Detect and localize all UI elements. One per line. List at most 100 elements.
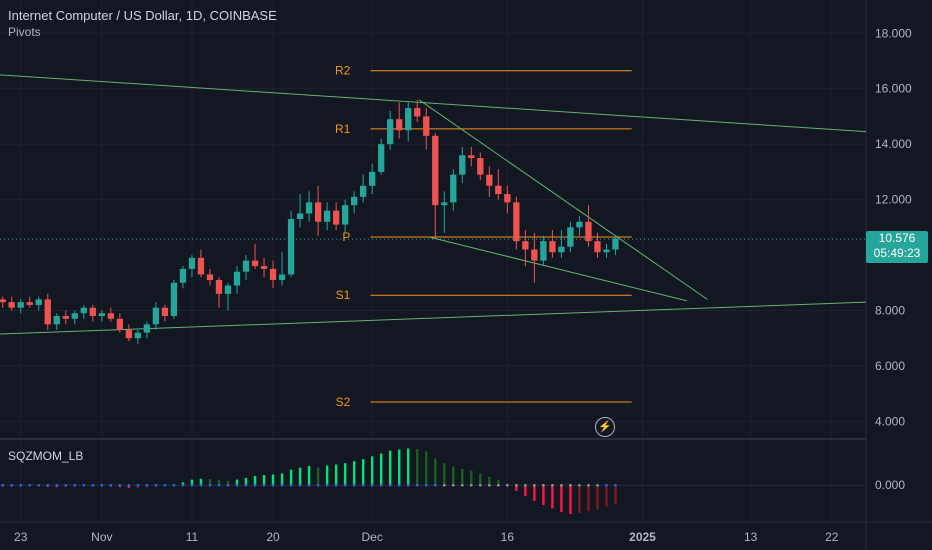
squeeze-dot (262, 483, 266, 487)
candle-body (603, 249, 610, 253)
squeeze-dot (506, 483, 509, 487)
candle-body (188, 257, 196, 269)
squeeze-dot (91, 483, 95, 487)
candle-body (323, 210, 331, 222)
candle-body (432, 135, 439, 206)
squeeze-dot (127, 483, 131, 487)
momentum-bar (253, 475, 257, 486)
squeeze-dot (244, 483, 248, 487)
squeeze-dot (469, 483, 473, 487)
candle-body (278, 274, 286, 280)
y-tick-label: 18.000 (875, 26, 912, 40)
squeeze-dot (605, 483, 608, 487)
squeeze-dot (316, 483, 320, 487)
squeeze-dot (28, 483, 32, 487)
candle-body (405, 108, 412, 131)
momentum-bar (425, 451, 428, 486)
squeeze-dot (109, 483, 113, 487)
squeeze-dot (479, 483, 482, 487)
squeeze-dot (82, 483, 86, 487)
pivot-label-r1: R1 (335, 122, 351, 136)
candle-body (477, 158, 484, 175)
squeeze-dot (46, 483, 50, 487)
candle-body (612, 238, 619, 250)
candle-body (369, 171, 376, 186)
candle-body (332, 210, 340, 225)
momentum-bar (280, 473, 284, 486)
candle-body (125, 329, 133, 339)
squeeze-dot (415, 483, 419, 487)
momentum-bar (434, 458, 437, 486)
momentum-bar (208, 479, 212, 486)
pivot-levels: R2 R1 P S1 S2 (335, 64, 632, 409)
candle-body (360, 185, 367, 197)
trendline (0, 301, 867, 335)
squeeze-dot (64, 483, 68, 487)
momentum-bar (461, 468, 464, 486)
candle-body (26, 302, 33, 305)
candle-body (387, 119, 394, 145)
candle-body (531, 249, 538, 261)
squeeze-dot (397, 483, 401, 487)
momentum-bar (307, 466, 311, 486)
squeeze-dot (424, 483, 428, 487)
pivot-label-r2: R2 (335, 64, 351, 78)
squeeze-dot (154, 483, 158, 487)
candle-body (549, 241, 556, 253)
squeeze-dot (208, 483, 212, 487)
y-tick-label: 12.000 (875, 193, 912, 207)
pivot-label-s2: S2 (336, 395, 351, 409)
candle-body (522, 241, 529, 250)
chart-title: Internet Computer / US Dollar, 1D, COINB… (8, 8, 277, 23)
squeeze-dot (118, 483, 122, 487)
candle-body (89, 307, 96, 317)
candle-body (414, 108, 421, 117)
squeeze-dot (181, 483, 185, 487)
squeeze-dot (560, 483, 563, 487)
momentum-bar (352, 461, 356, 486)
candle-body (468, 155, 475, 159)
momentum-bar (614, 485, 617, 504)
squeeze-dot (388, 483, 392, 487)
candle-body (441, 202, 448, 206)
momentum-bar (190, 479, 194, 486)
squeeze-dot (406, 483, 410, 487)
squeeze-dot (73, 483, 77, 487)
candle-body (215, 279, 223, 294)
candle-body (8, 302, 15, 308)
candle-body (594, 241, 601, 253)
squeeze-dot (298, 483, 302, 487)
candle-body (53, 316, 60, 325)
y-tick-label: 4.000 (875, 414, 905, 428)
indicator-label: Pivots (8, 25, 41, 39)
squeeze-dot (343, 483, 347, 487)
momentum-bar (316, 467, 320, 486)
candle-body (80, 307, 87, 314)
squeeze-dot (1, 483, 5, 487)
candle-body (242, 260, 250, 272)
momentum-bar (226, 480, 230, 486)
candle-body (269, 268, 277, 280)
y-tick-label: 8.000 (875, 303, 905, 317)
candle-body (305, 202, 313, 214)
last-price: 10.576 (878, 231, 916, 246)
momentum-bar (235, 479, 239, 486)
momentum-bar (542, 485, 545, 506)
momentum-bar (560, 485, 563, 513)
lightning-icon[interactable]: ⚡ (595, 417, 615, 437)
squeeze-dot (271, 483, 275, 487)
momentum-bar (271, 474, 275, 486)
squeeze-dot (145, 483, 149, 487)
candle-body (341, 205, 349, 225)
squeeze-dot (361, 483, 365, 487)
candle-body (486, 174, 493, 186)
x-tick-label: Nov (91, 530, 112, 544)
momentum-bar (416, 449, 419, 486)
squeeze-dot (136, 483, 140, 487)
momentum-bar (497, 480, 500, 486)
squeeze-dot (524, 483, 527, 487)
x-tick-label: 13 (744, 530, 758, 544)
squeeze-dot (578, 483, 581, 487)
